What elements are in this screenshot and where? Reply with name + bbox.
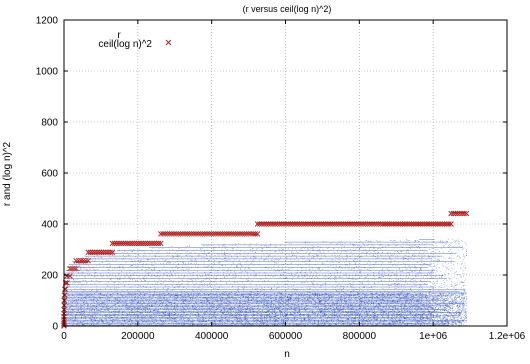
step-markers: [254, 221, 454, 227]
step-segment: [109, 240, 164, 247]
step-markers: [62, 280, 70, 286]
y-tick-label: 1200: [36, 16, 59, 27]
step-markers: [158, 231, 261, 237]
step-segment: [85, 249, 116, 256]
x-tick-label: 0: [61, 331, 67, 342]
y-tick-label: 1000: [36, 67, 59, 78]
step-markers: [85, 249, 116, 256]
x-tick-label: 600000: [269, 331, 303, 342]
legend-x-icon: [165, 39, 172, 46]
chart-title: (r versus ceil(log n)^2): [243, 4, 332, 14]
legend-label-r: r: [117, 30, 121, 41]
legend: r ceil(log n)^2: [98, 30, 172, 50]
step-segment: [448, 210, 470, 217]
series-ceil-log-n-squared: [61, 210, 470, 329]
x-tick-label: 200000: [121, 331, 155, 342]
y-tick-label: 400: [41, 220, 58, 231]
plot-area: [64, 238, 468, 327]
x-axis-label: n: [284, 349, 290, 360]
series-r-points: [64, 238, 468, 327]
step-segment: [61, 292, 68, 298]
step-markers: [67, 265, 79, 272]
step-segment: [62, 280, 70, 286]
step-segment: [254, 221, 454, 227]
step-segment: [64, 273, 73, 279]
step-markers: [448, 210, 470, 217]
step-markers: [62, 286, 69, 293]
y-tick-label: 800: [41, 118, 58, 129]
grid: [64, 20, 507, 326]
legend-marker-x: [165, 39, 172, 46]
x-tick-label: 1e+06: [419, 331, 448, 342]
step-markers: [64, 273, 73, 279]
y-tick-label: 600: [41, 169, 58, 180]
step-segment: [67, 265, 79, 272]
legend-label-ceil-log-n-squared: ceil(log n)^2: [98, 39, 152, 50]
step-markers: [61, 292, 68, 298]
step-markers: [109, 240, 164, 247]
x-tick-label: 400000: [195, 331, 229, 342]
step-markers: [73, 257, 91, 264]
y-tick-label: 200: [41, 271, 58, 282]
step-segment: [158, 231, 261, 237]
x-tick-label: 1.2e+06: [489, 331, 526, 342]
y-axis-label: r and (log n)^2: [2, 141, 13, 206]
step-segment: [62, 286, 69, 293]
axis-ticks: 0 200000 400000 600000 800000 1e+06 1.2e+06 0 20…: [36, 16, 526, 343]
y-tick-label: 0: [52, 322, 58, 333]
x-tick-label: 800000: [343, 331, 377, 342]
step-segment: [73, 257, 91, 264]
